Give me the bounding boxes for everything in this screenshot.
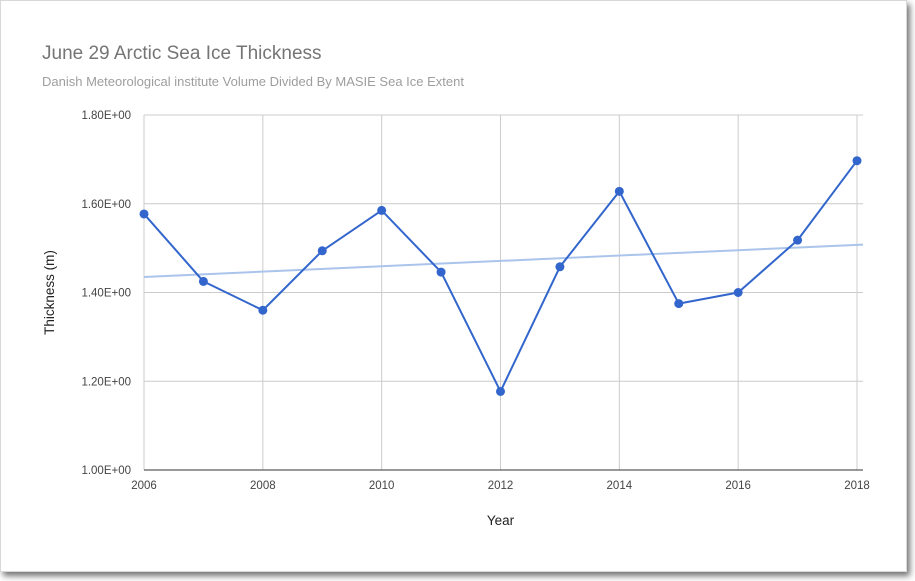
x-tick-label: 2016 (725, 480, 751, 492)
x-tick-label: 2006 (131, 480, 157, 492)
data-point (733, 288, 743, 297)
data-point (198, 276, 208, 286)
data-point (496, 386, 505, 396)
data-point (793, 235, 803, 245)
y-tick-label: 1.20E+00 (81, 376, 131, 388)
y-tick-label: 1.60E+00 (81, 199, 131, 211)
data-point (317, 246, 327, 256)
x-axis-label: Year (487, 513, 515, 528)
trendline (143, 243, 864, 278)
data-point (377, 205, 387, 215)
chart-title: June 29 Arctic Sea Ice Thickness (42, 43, 322, 64)
data-point (852, 156, 862, 166)
trendline-line (143, 243, 864, 278)
data-point (139, 209, 149, 219)
data-point (258, 305, 268, 315)
data-point (614, 186, 624, 196)
chart-card: June 29 Arctic Sea Ice Thickness Danish … (0, 0, 907, 572)
x-tick-label: 2008 (250, 480, 276, 492)
data-point (436, 267, 446, 277)
x-tick-label: 2014 (607, 480, 633, 492)
y-tick-label: 1.80E+00 (81, 110, 131, 122)
data-series (139, 156, 862, 396)
data-point (674, 299, 684, 309)
chart-subtitle: Danish Meteorological institute Volume D… (42, 74, 464, 89)
gridlines (143, 114, 863, 471)
x-tick-label: 2012 (488, 480, 514, 492)
data-point (555, 262, 565, 272)
y-axis-label: Thickness (m) (42, 250, 57, 335)
y-tick-label: 1.00E+00 (81, 465, 131, 477)
x-tick-label: 2010 (369, 480, 395, 492)
y-tick-label: 1.40E+00 (81, 288, 131, 300)
tick-labels: 1.00E+00 1.20E+00 1.40E+00 1.60E+00 1.80E+00… (81, 110, 869, 492)
x-tick-label: 2018 (844, 480, 870, 492)
